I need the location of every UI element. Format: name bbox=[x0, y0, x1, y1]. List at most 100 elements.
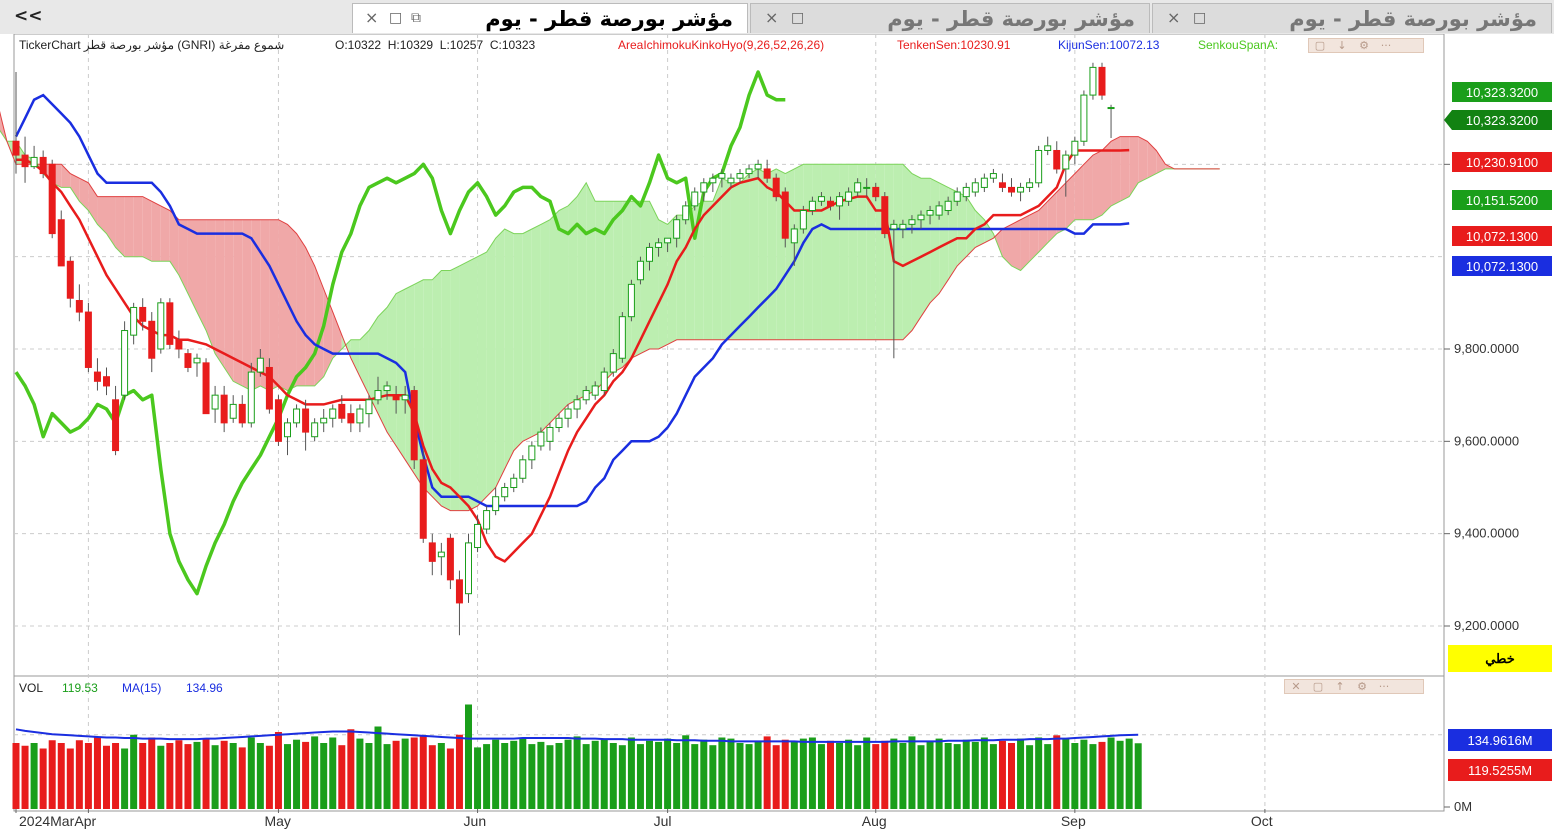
cloud-segment bbox=[387, 293, 397, 446]
volume-bar bbox=[365, 743, 373, 809]
close-icon[interactable]: × bbox=[365, 8, 379, 27]
x-tick-label: Jul bbox=[654, 813, 672, 829]
tab-qe-index-3[interactable]: × □ مؤشر بورصة قطر - يوم bbox=[1152, 3, 1552, 33]
candle-body bbox=[772, 177, 780, 198]
cloud-segment bbox=[721, 178, 731, 340]
volume-bar bbox=[419, 735, 427, 809]
tab-qe-index-1[interactable]: × □ ⧉ مؤشر بورصة قطر - يوم bbox=[352, 3, 748, 33]
settings-icon[interactable]: ⚙ bbox=[1359, 39, 1369, 52]
more-icon[interactable]: ··· bbox=[1380, 39, 1392, 52]
candle-body bbox=[854, 182, 862, 193]
candle-body bbox=[428, 542, 436, 562]
volume-bar bbox=[1026, 745, 1034, 809]
cloud-segment bbox=[124, 196, 134, 257]
volume-bar bbox=[30, 743, 38, 809]
candle-body bbox=[211, 394, 219, 410]
candle-body bbox=[329, 408, 337, 419]
cloud-segment bbox=[314, 265, 324, 386]
volume-bar bbox=[691, 744, 699, 809]
candle-body bbox=[1089, 66, 1097, 96]
volume-bar bbox=[1116, 740, 1124, 809]
candle-body bbox=[492, 496, 500, 512]
cloud-segment bbox=[187, 219, 197, 313]
volume-bar bbox=[112, 743, 120, 809]
candle-body bbox=[944, 200, 952, 211]
volume-bar bbox=[57, 743, 65, 809]
volume-bar bbox=[401, 738, 409, 809]
volume-bar bbox=[1053, 735, 1061, 809]
close-value: C:10323 bbox=[489, 38, 536, 52]
cloud-segment bbox=[930, 178, 940, 303]
cloud-segment bbox=[1011, 219, 1021, 271]
close-panel-icon[interactable]: ✕ bbox=[1291, 680, 1301, 693]
move-up-icon[interactable]: ↑ bbox=[1335, 680, 1345, 693]
candles bbox=[12, 62, 1115, 636]
detach-icon[interactable]: ⧉ bbox=[411, 10, 421, 26]
candle-type-label: شموع مفرغة bbox=[218, 38, 285, 52]
cloud-segment bbox=[522, 228, 532, 442]
candle-body bbox=[700, 182, 708, 193]
volume-bar bbox=[863, 737, 871, 809]
candle-body bbox=[238, 403, 246, 424]
cloud-segment bbox=[604, 201, 614, 382]
cloud-segment bbox=[803, 164, 813, 340]
chart-svg[interactable]: 9,200.0000 9,400.0000 9,600.0000 9,800.0000… bbox=[0, 34, 1554, 831]
candle-body bbox=[374, 390, 382, 401]
candle-body bbox=[39, 156, 47, 175]
more-icon[interactable]: ··· bbox=[1378, 680, 1390, 693]
y-tick-label: 9,600.0000 bbox=[1454, 433, 1519, 448]
volume-bar bbox=[157, 745, 165, 809]
restore-icon[interactable]: □ bbox=[791, 10, 805, 26]
cloud-segment bbox=[685, 205, 695, 340]
candle-body bbox=[926, 210, 934, 216]
chart-area[interactable]: 9,200.0000 9,400.0000 9,600.0000 9,800.0000… bbox=[0, 34, 1554, 831]
volume-bar bbox=[845, 739, 853, 809]
symbol-info: TickerChart مؤشر بورصة قطر (GNRI) شموع م… bbox=[19, 38, 284, 52]
candle-body bbox=[962, 186, 970, 198]
cloud-segment bbox=[106, 196, 116, 248]
candle-body bbox=[284, 422, 291, 438]
volume-bar bbox=[148, 737, 156, 809]
x-tick-label: 2024Mar bbox=[19, 813, 75, 829]
volume-bar bbox=[211, 745, 219, 809]
scale-mode-button bbox=[1448, 645, 1552, 672]
cloud-segment bbox=[477, 252, 487, 506]
tab-qe-index-2[interactable]: × □ مؤشر بورصة قطر - يوم bbox=[750, 3, 1150, 33]
candle-body bbox=[600, 371, 608, 392]
price-tag-label: 10,230.9100 bbox=[1466, 155, 1538, 170]
close-icon[interactable]: × bbox=[765, 8, 779, 27]
volume-bar bbox=[872, 744, 880, 809]
price-tag bbox=[1452, 256, 1552, 276]
ohlc-info: O:10322 H:10329 L:10257 C:10323 bbox=[335, 38, 535, 52]
candle-body bbox=[30, 156, 38, 168]
candle-body bbox=[501, 487, 509, 498]
candle-body bbox=[908, 219, 916, 225]
cloud-segment bbox=[233, 219, 243, 386]
cloud-segment bbox=[649, 201, 659, 349]
volume-bar bbox=[1044, 744, 1052, 809]
candle-body bbox=[166, 302, 174, 345]
settings-icon[interactable]: ⚙ bbox=[1357, 680, 1367, 693]
candle-body bbox=[302, 408, 310, 433]
cloud-segment bbox=[251, 219, 261, 391]
candle-body bbox=[1107, 107, 1115, 110]
maximize-panel-icon[interactable]: ▢ bbox=[1314, 39, 1326, 52]
cloud-segment bbox=[296, 233, 306, 386]
collapse-tabs-button[interactable]: << bbox=[14, 6, 43, 26]
volume-bar bbox=[84, 743, 92, 809]
candle-body bbox=[347, 413, 355, 424]
maximize-panel-icon[interactable]: ▢ bbox=[1312, 680, 1324, 693]
move-down-icon[interactable]: ↓ bbox=[1337, 39, 1347, 52]
restore-icon[interactable]: □ bbox=[389, 10, 403, 26]
cloud-segment bbox=[857, 164, 867, 340]
restore-icon[interactable]: □ bbox=[1193, 10, 1207, 26]
candle-body bbox=[1071, 140, 1079, 156]
indicator-lines bbox=[14, 70, 1130, 596]
volume-bar bbox=[781, 739, 789, 809]
cloud-segment bbox=[1038, 201, 1048, 253]
volume-bar bbox=[591, 740, 599, 809]
volume-bar bbox=[121, 748, 129, 809]
volume-bar bbox=[1008, 743, 1015, 809]
close-icon[interactable]: × bbox=[1167, 8, 1181, 27]
candle-body bbox=[682, 205, 690, 221]
